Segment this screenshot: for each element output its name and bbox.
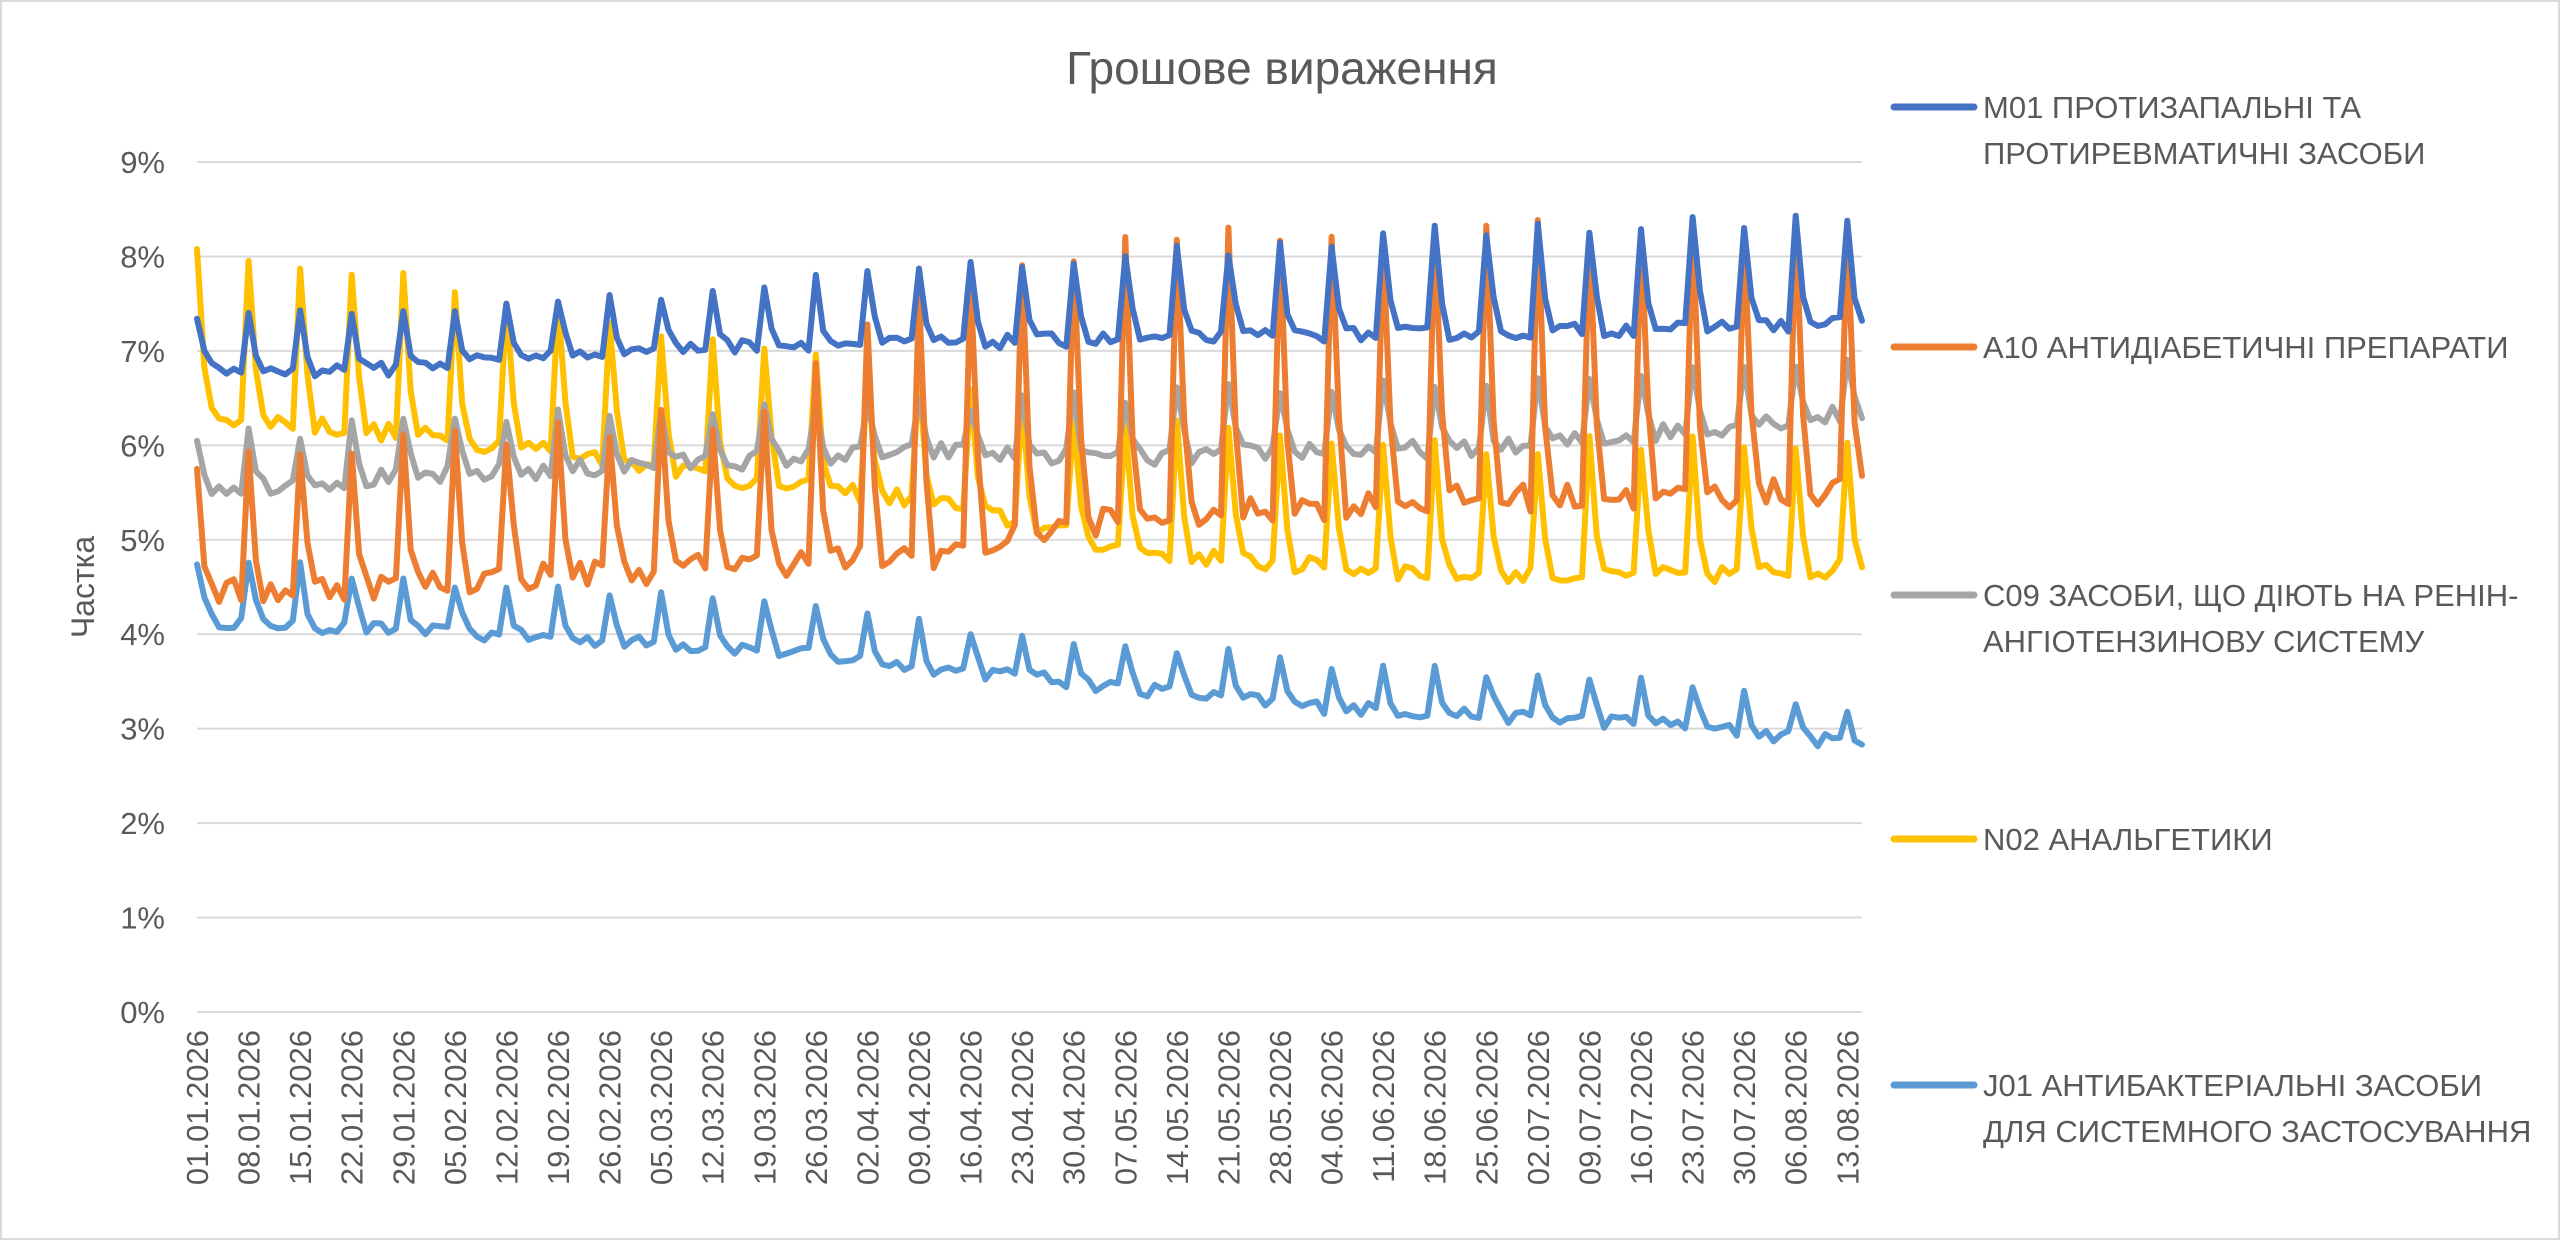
x-tick-label: 23.04.2026 — [1005, 1030, 1040, 1185]
x-tick-label: 09.04.2026 — [902, 1030, 937, 1185]
y-tick-label: 9% — [120, 145, 165, 180]
x-tick-label: 11.06.2026 — [1366, 1030, 1401, 1183]
x-tick-label: 08.01.2026 — [232, 1030, 267, 1185]
legend-label: M01 ПРОТИЗАПАЛЬНІ ТА — [1983, 90, 2361, 125]
legend-label: A10 АНТИДІАБЕТИЧНІ ПРЕПАРАТИ — [1983, 330, 2509, 365]
x-tick-label: 07.05.2026 — [1108, 1030, 1143, 1185]
x-tick-label: 23.07.2026 — [1676, 1030, 1711, 1185]
x-tick-label: 30.04.2026 — [1057, 1030, 1092, 1185]
x-tick-label: 05.03.2026 — [644, 1030, 679, 1185]
x-tick-label: 25.06.2026 — [1469, 1030, 1504, 1185]
x-tick-label: 13.08.2026 — [1830, 1030, 1865, 1185]
x-tick-label: 02.04.2026 — [850, 1030, 885, 1185]
y-tick-label: 2% — [120, 806, 165, 841]
x-tick-label: 12.03.2026 — [696, 1030, 731, 1185]
y-tick-label: 8% — [120, 239, 165, 274]
y-axis-ticks: 0% 1% 2% 3% 4% 5% 6% 7% 8% 9% — [120, 145, 165, 1030]
x-tick-label: 30.07.2026 — [1727, 1030, 1762, 1185]
x-tick-label: 19.03.2026 — [747, 1030, 782, 1185]
x-tick-label: 06.08.2026 — [1779, 1030, 1814, 1185]
x-tick-label: 12.02.2026 — [489, 1030, 524, 1185]
y-tick-label: 7% — [120, 334, 165, 369]
y-tick-label: 3% — [120, 712, 165, 747]
x-axis-ticks: 01.01.2026 08.01.2026 15.01.2026 22.01.2026… — [180, 1030, 1865, 1185]
legend: M01 ПРОТИЗАПАЛЬНІ ТА ПРОТИРЕВМАТИЧНІ ЗАСО… — [1890, 90, 2531, 1149]
x-tick-label: 05.02.2026 — [438, 1030, 473, 1185]
legend-label: J01 АНТИБАКТЕРІАЛЬНІ ЗАСОБИ — [1983, 1068, 2482, 1103]
legend-label: N02 АНАЛЬГЕТИКИ — [1983, 822, 2273, 857]
x-tick-label: 28.05.2026 — [1263, 1030, 1298, 1185]
legend-label: ДЛЯ СИСТЕМНОГО ЗАСТОСУВАННЯ — [1983, 1114, 2531, 1149]
x-tick-label: 16.07.2026 — [1624, 1030, 1659, 1185]
y-tick-label: 0% — [120, 995, 165, 1030]
x-tick-label: 18.06.2026 — [1418, 1030, 1453, 1185]
x-tick-label: 19.02.2026 — [541, 1030, 576, 1185]
x-tick-label: 09.07.2026 — [1572, 1030, 1607, 1185]
x-tick-label: 21.05.2026 — [1211, 1030, 1246, 1185]
x-tick-label: 22.01.2026 — [335, 1030, 370, 1185]
series-line-1 — [194, 217, 1865, 605]
chart-title: Грошове вираження — [1066, 42, 1498, 94]
x-tick-label: 02.07.2026 — [1521, 1030, 1556, 1185]
legend-label: C09 ЗАСОБИ, ЩО ДІЮТЬ НА РЕНІН- — [1983, 578, 2518, 613]
y-tick-label: 1% — [120, 901, 165, 936]
x-tick-label: 14.05.2026 — [1160, 1030, 1195, 1185]
x-tick-label: 29.01.2026 — [386, 1030, 421, 1185]
x-tick-label: 16.04.2026 — [954, 1030, 989, 1185]
x-tick-label: 26.02.2026 — [593, 1030, 628, 1185]
y-tick-label: 5% — [120, 523, 165, 558]
y-tick-label: 4% — [120, 617, 165, 652]
y-tick-label: 6% — [120, 428, 165, 463]
x-tick-label: 04.06.2026 — [1315, 1030, 1350, 1185]
series-line-4 — [194, 559, 1865, 750]
y-axis-title: Частка — [65, 536, 101, 638]
x-tick-label: 26.03.2026 — [799, 1030, 834, 1185]
legend-label: ПРОТИРЕВМАТИЧНІ ЗАСОБИ — [1983, 136, 2425, 171]
x-tick-label: 15.01.2026 — [283, 1030, 318, 1185]
x-tick-label: 01.01.2026 — [180, 1030, 215, 1185]
series-line-3 — [194, 246, 1865, 585]
series-lines — [194, 212, 1865, 750]
legend-label: АНГІОТЕНЗИНОВУ СИСТЕМУ — [1983, 624, 2424, 659]
series-line-0 — [194, 212, 1865, 380]
